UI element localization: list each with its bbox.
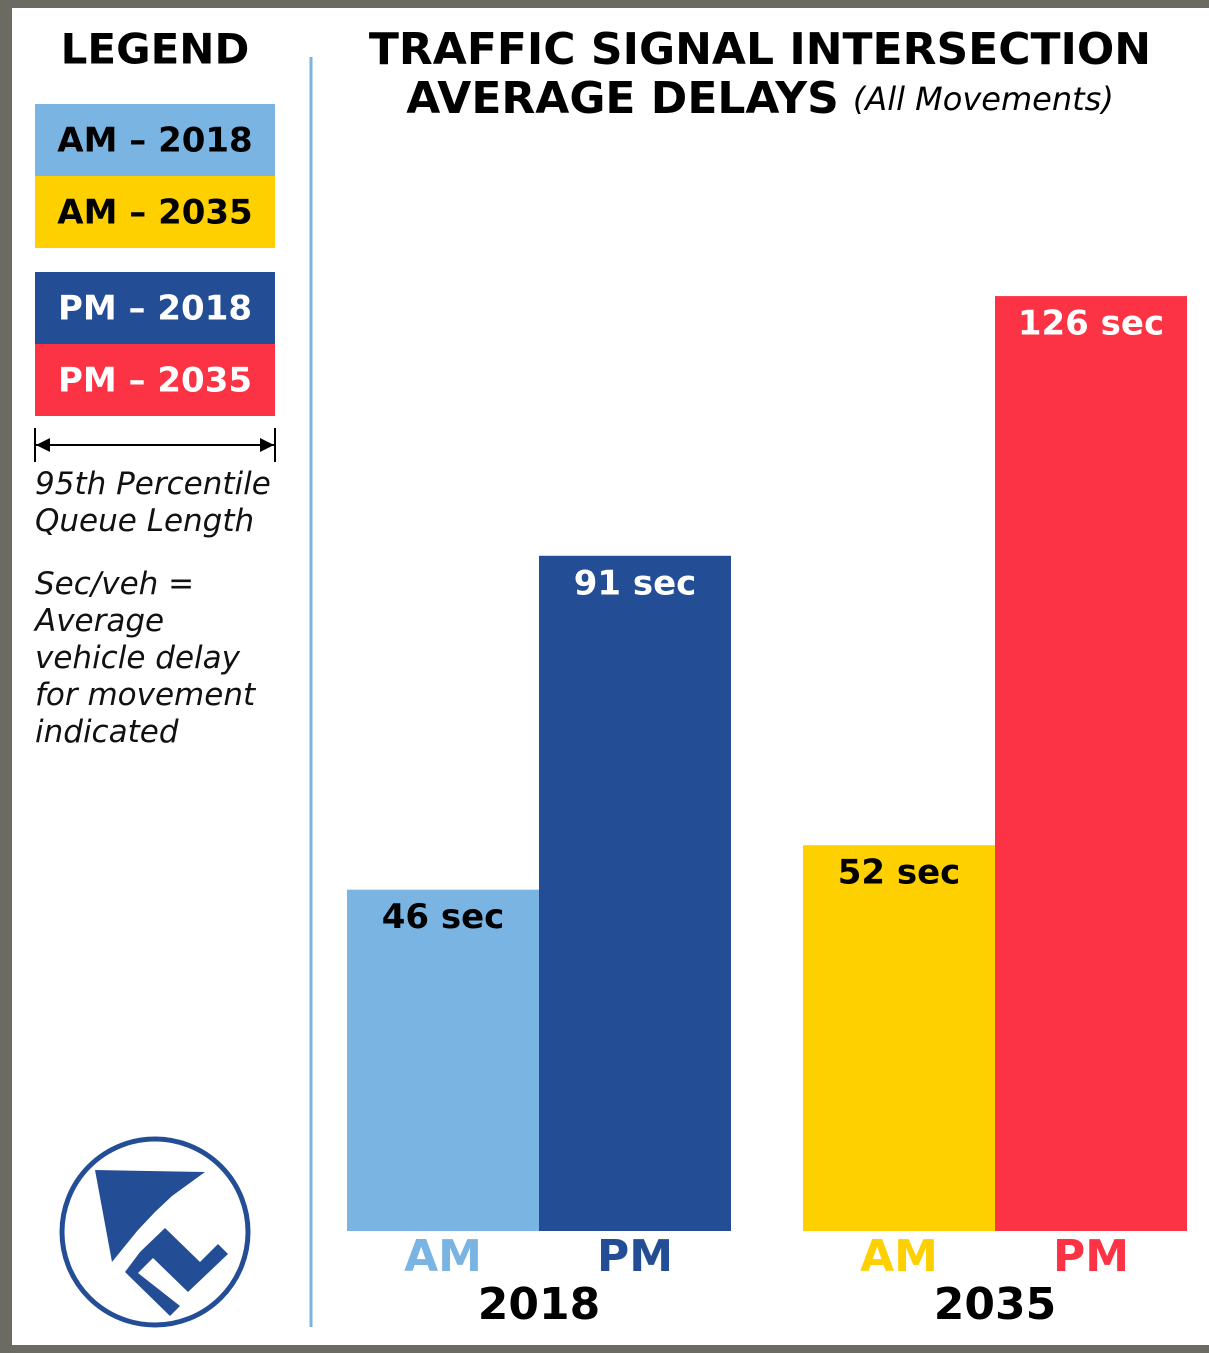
bar	[539, 555, 731, 1231]
legend-swatch	[35, 344, 275, 416]
legend-label: AM – 2035	[57, 193, 252, 233]
legend-swatch	[35, 176, 275, 248]
legend-label: PM – 2035	[58, 361, 252, 401]
value-label: 91 sec	[574, 563, 697, 603]
delay-note: Sec/veh = Average vehicle delay for move…	[35, 566, 256, 750]
queue-symbol	[34, 428, 276, 462]
value-label: 52 sec	[838, 853, 961, 893]
category-label: 2018	[478, 1279, 600, 1330]
chart-title: TRAFFIC SIGNAL INTERSECTION	[369, 24, 1151, 75]
queue-note: 95th Percentile Queue Length	[35, 466, 271, 539]
value-label: 126 sec	[1018, 304, 1164, 344]
subtitle: (All Movements)	[853, 80, 1114, 118]
legend-label: PM – 2018	[58, 289, 252, 329]
legend-swatch	[35, 104, 275, 176]
series-label: PM	[597, 1231, 673, 1282]
chart-title-line: AVERAGE DELAYS (All Movements)	[406, 73, 1114, 124]
series-label: AM	[404, 1231, 482, 1282]
north-arrow	[59, 1136, 251, 1328]
series-label: PM	[1053, 1231, 1129, 1282]
legend-swatch	[35, 272, 275, 344]
legend-label: AM – 2018	[57, 121, 252, 161]
bar	[995, 296, 1187, 1232]
category-label: 2035	[934, 1279, 1056, 1330]
bar	[803, 845, 995, 1231]
bar	[347, 889, 539, 1231]
chart-title: AVERAGE DELAYS	[406, 73, 839, 124]
legend-title: LEGEND	[61, 25, 250, 74]
series-label: AM	[860, 1231, 938, 1282]
value-label: 46 sec	[382, 897, 505, 937]
